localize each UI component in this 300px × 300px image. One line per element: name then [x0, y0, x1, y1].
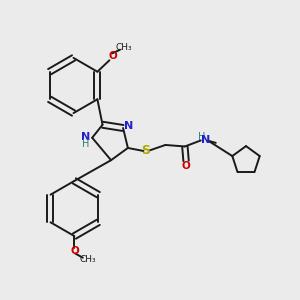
Text: O: O: [108, 51, 117, 61]
Text: H: H: [82, 139, 89, 149]
Text: N: N: [124, 121, 133, 130]
Text: O: O: [182, 161, 190, 171]
Text: O: O: [70, 246, 79, 256]
Text: N: N: [201, 136, 211, 146]
Text: H: H: [198, 132, 206, 142]
Text: CH₃: CH₃: [80, 255, 96, 264]
Text: CH₃: CH₃: [116, 43, 132, 52]
Text: N: N: [81, 131, 90, 142]
Text: S: S: [141, 145, 150, 158]
